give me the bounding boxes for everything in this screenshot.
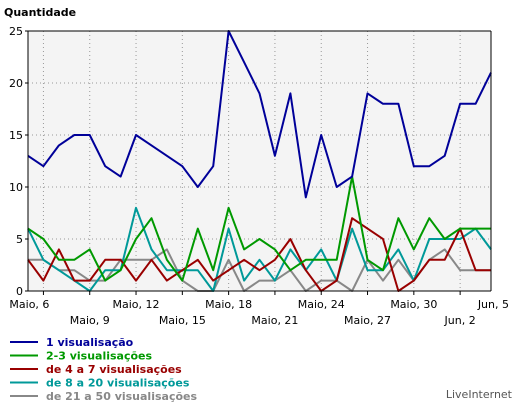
plot-area — [28, 31, 491, 291]
x-tick-label: Maio, 21 — [251, 314, 298, 327]
y-ticks: 0 5 10 15 20 25 — [9, 25, 23, 298]
series-layer — [27, 30, 492, 292]
credit: LiveInternet — [446, 388, 513, 401]
x-tick-label: Jun, 5 — [477, 298, 509, 311]
legend-label-4: de 8 a 20 visualisações — [46, 377, 190, 390]
series-line-2 — [27, 175, 491, 282]
y-axis-label: Quantidade — [4, 6, 76, 19]
x-ticks: Maio, 6 Maio, 12 Maio, 18 Maio, 24 Maio, 30 J… — [9, 298, 509, 327]
x-tick-label: Maio, 24 — [298, 298, 345, 311]
x-tick-label: Maio, 6 — [9, 298, 49, 311]
x-tick-label: Maio, 9 — [70, 314, 110, 327]
x-tick-label: Maio, 18 — [205, 298, 252, 311]
legend-label-3: de 4 a 7 visualisações — [46, 363, 182, 376]
x-tick-label: Maio, 30 — [390, 298, 437, 311]
series-line-3 — [27, 217, 491, 292]
x-tick-label: Jun, 2 — [444, 314, 476, 327]
axes — [25, 30, 492, 295]
legend-label-5: de 21 a 50 visualisações — [46, 390, 197, 403]
y-tick-label: 20 — [9, 77, 23, 90]
y-tick-label: 15 — [9, 129, 23, 142]
legend-label-2: 2-3 visualisações — [46, 350, 152, 363]
x-tick-label: Maio, 12 — [113, 298, 160, 311]
x-tick-label: Maio, 15 — [159, 314, 206, 327]
x-tick-label: Maio, 27 — [344, 314, 391, 327]
y-tick-label: 25 — [9, 25, 23, 38]
y-tick-label: 5 — [16, 233, 23, 246]
series-line-1 — [27, 30, 492, 199]
grid — [28, 30, 491, 291]
y-tick-label: 0 — [16, 285, 23, 298]
y-tick-label: 10 — [9, 181, 23, 194]
legend-label-1: 1 visualisação — [46, 336, 134, 349]
